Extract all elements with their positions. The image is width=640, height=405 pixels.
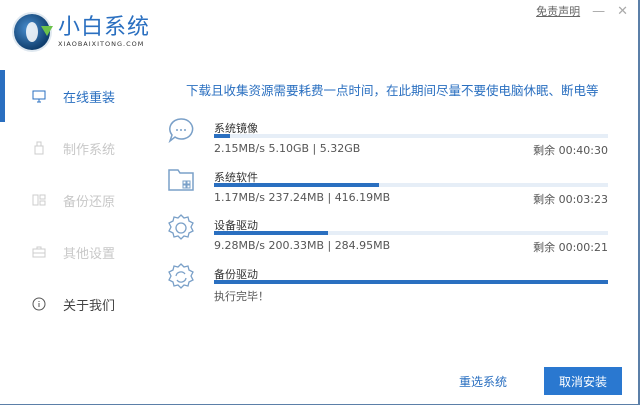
- progress-bar: [214, 280, 608, 284]
- task-stats: 2.15MB/s 5.10GB | 5.32GB: [214, 142, 361, 155]
- gear-refresh-icon: [168, 263, 194, 289]
- sidebar-item-label: 备份还原: [63, 194, 116, 210]
- app-name: 小白系统: [58, 15, 151, 40]
- sidebar-item-make-system[interactable]: 制作系统: [0, 122, 150, 174]
- sidebar-item-label: 其他设置: [63, 246, 116, 262]
- task-remaining: 剩余 00:40:30: [533, 144, 608, 157]
- progress-bar: [214, 183, 608, 187]
- sidebar-item-label: 关于我们: [63, 298, 116, 314]
- info-icon: [32, 297, 46, 311]
- progress-fill: [214, 231, 329, 235]
- task-stats: 1.17MB/s 237.24MB | 416.19MB: [214, 191, 391, 204]
- reselect-system-button[interactable]: 重选系统: [459, 375, 508, 389]
- progress-fill: [214, 280, 608, 284]
- sidebar-item-backup-restore[interactable]: 备份还原: [0, 174, 150, 226]
- backup-icon: [32, 193, 46, 207]
- task-name: 设备驱动: [214, 219, 258, 232]
- task-stats: 执行完毕！: [214, 290, 269, 303]
- progress-fill: [214, 134, 230, 138]
- logo-icon: [14, 14, 53, 50]
- progress-bar: [214, 134, 608, 138]
- minimize-button[interactable]: —: [592, 3, 606, 19]
- task-remaining: 剩余 00:03:23: [533, 193, 608, 206]
- task-name: 系统镜像: [214, 122, 258, 135]
- monitor-icon: [32, 89, 46, 103]
- sidebar-item-label: 制作系统: [63, 142, 116, 158]
- close-button[interactable]: ✕: [617, 3, 628, 19]
- task-stats: 9.28MB/s 200.33MB | 284.95MB: [214, 239, 391, 252]
- task-remaining: 剩余 00:00:21: [533, 241, 608, 254]
- chat-bubble-icon: [168, 118, 194, 144]
- app-logo: 小白系统 XIAOBAIXITONG.COM: [14, 14, 150, 50]
- gear-icon: [168, 214, 194, 240]
- sidebar-item-other-settings[interactable]: 其他设置: [0, 226, 150, 278]
- download-notice: 下载且收集资源需要耗费一点时间，在此期间尽量不要使电脑休眠、断电等: [186, 83, 599, 98]
- task-name: 系统软件: [214, 171, 258, 184]
- app-domain: XIAOBAIXITONG.COM: [58, 40, 145, 48]
- sidebar: 在线重装 制作系统 备份还原 其他设置 关于我们: [0, 70, 150, 330]
- disclaimer-link[interactable]: 免责声明: [536, 5, 581, 18]
- cancel-install-button[interactable]: 取消安装: [544, 367, 622, 395]
- progress-fill: [214, 183, 380, 187]
- sidebar-item-online-reinstall[interactable]: 在线重装: [0, 70, 150, 122]
- usb-icon: [32, 141, 46, 155]
- briefcase-icon: [32, 245, 46, 259]
- progress-bar: [214, 231, 608, 235]
- sidebar-item-about-us[interactable]: 关于我们: [0, 278, 150, 330]
- sidebar-item-label: 在线重装: [63, 90, 116, 106]
- folder-apps-icon: [168, 169, 194, 191]
- task-name: 备份驱动: [214, 268, 258, 281]
